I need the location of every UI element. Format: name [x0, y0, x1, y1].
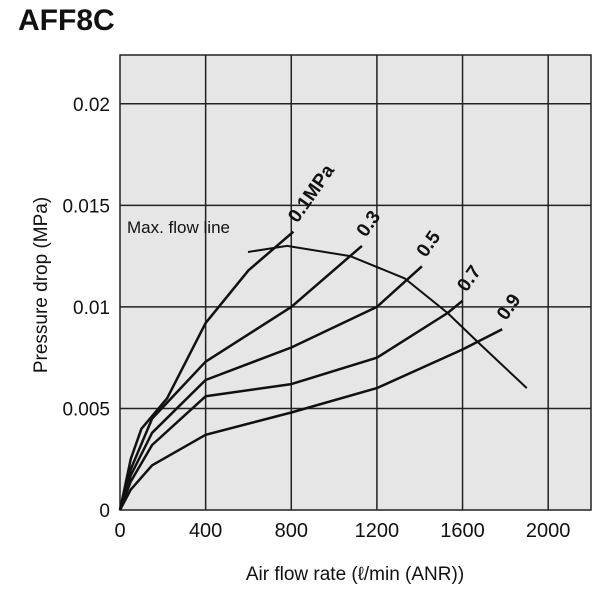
series-line-01MPa — [118, 230, 295, 511]
series-line-03 — [118, 244, 363, 511]
series-line-07 — [118, 299, 464, 511]
plot-area — [119, 54, 592, 511]
y-tick-label: 0 — [99, 501, 110, 522]
y-tick-label: 0.015 — [62, 196, 110, 217]
x-tick-label: 800 — [275, 520, 308, 542]
x-tick-label: 1200 — [355, 520, 400, 542]
y-tick-label: 0.02 — [73, 95, 110, 116]
max-flow-line-label: Max. flow line — [127, 218, 230, 237]
y-axis-label: Pressure drop (MPa) — [31, 197, 52, 373]
x-tick-label: 2000 — [526, 520, 571, 542]
x-axis-label: Air flow rate (ℓ/min (ANR)) — [246, 564, 464, 585]
max-flow-line — [247, 244, 528, 389]
x-tick-label: 1600 — [440, 520, 485, 542]
series-line-09 — [118, 328, 503, 511]
x-tick-label: 0 — [114, 520, 125, 542]
series-line-05 — [118, 265, 423, 511]
chart-title: AFF8C — [18, 4, 115, 37]
y-tick-label: 0.01 — [73, 298, 110, 319]
y-tick-label: 0.005 — [62, 399, 110, 420]
x-tick-label: 400 — [189, 520, 222, 542]
